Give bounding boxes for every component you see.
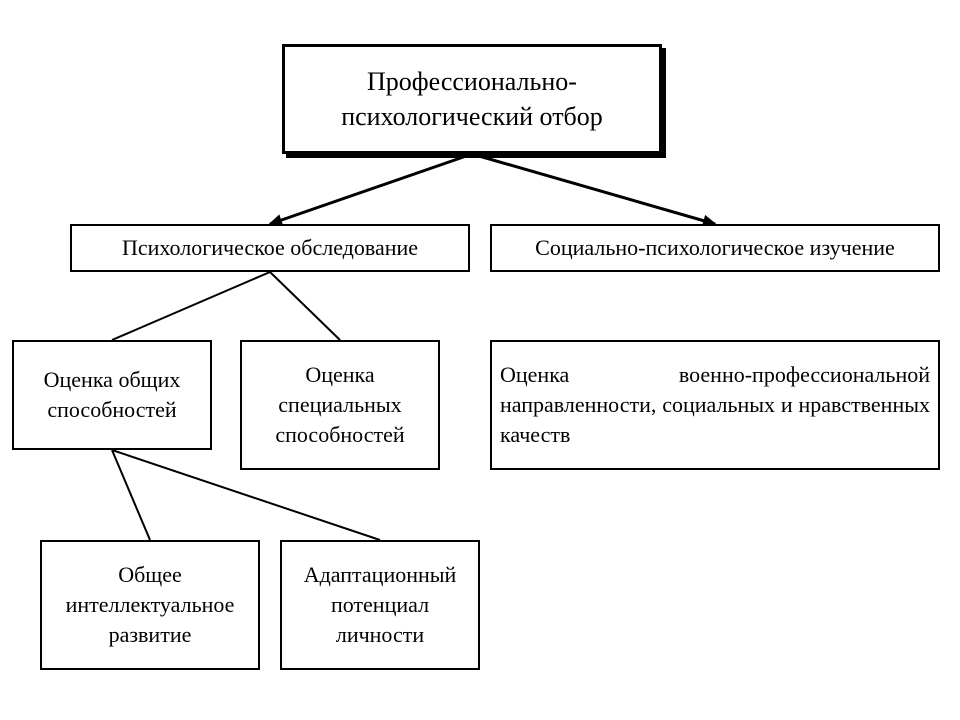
edge-l2a-l3a (112, 450, 150, 540)
diagram-canvas: Профессионально-психологический отбор Пси… (0, 0, 960, 720)
node-l2b: Оценкаспециальныхспособностей (240, 340, 440, 470)
edge-left1-l2b (270, 272, 340, 340)
node-right1: Социально-психологическое изучение (490, 224, 940, 272)
edge-root-left1 (270, 154, 472, 224)
node-l3b: Адаптационныйпотенциалличности (280, 540, 480, 670)
node-l2a: Оценка общихспособностей (12, 340, 212, 450)
edge-root-right1 (472, 154, 715, 224)
node-root: Профессионально-психологический отбор (282, 44, 662, 154)
edge-left1-l2a (112, 272, 270, 340)
node-left1: Психологическое обследование (70, 224, 470, 272)
node-r2: Оценка военно-профессиональной направлен… (490, 340, 940, 470)
node-l3a: Общееинтеллектуальноеразвитие (40, 540, 260, 670)
